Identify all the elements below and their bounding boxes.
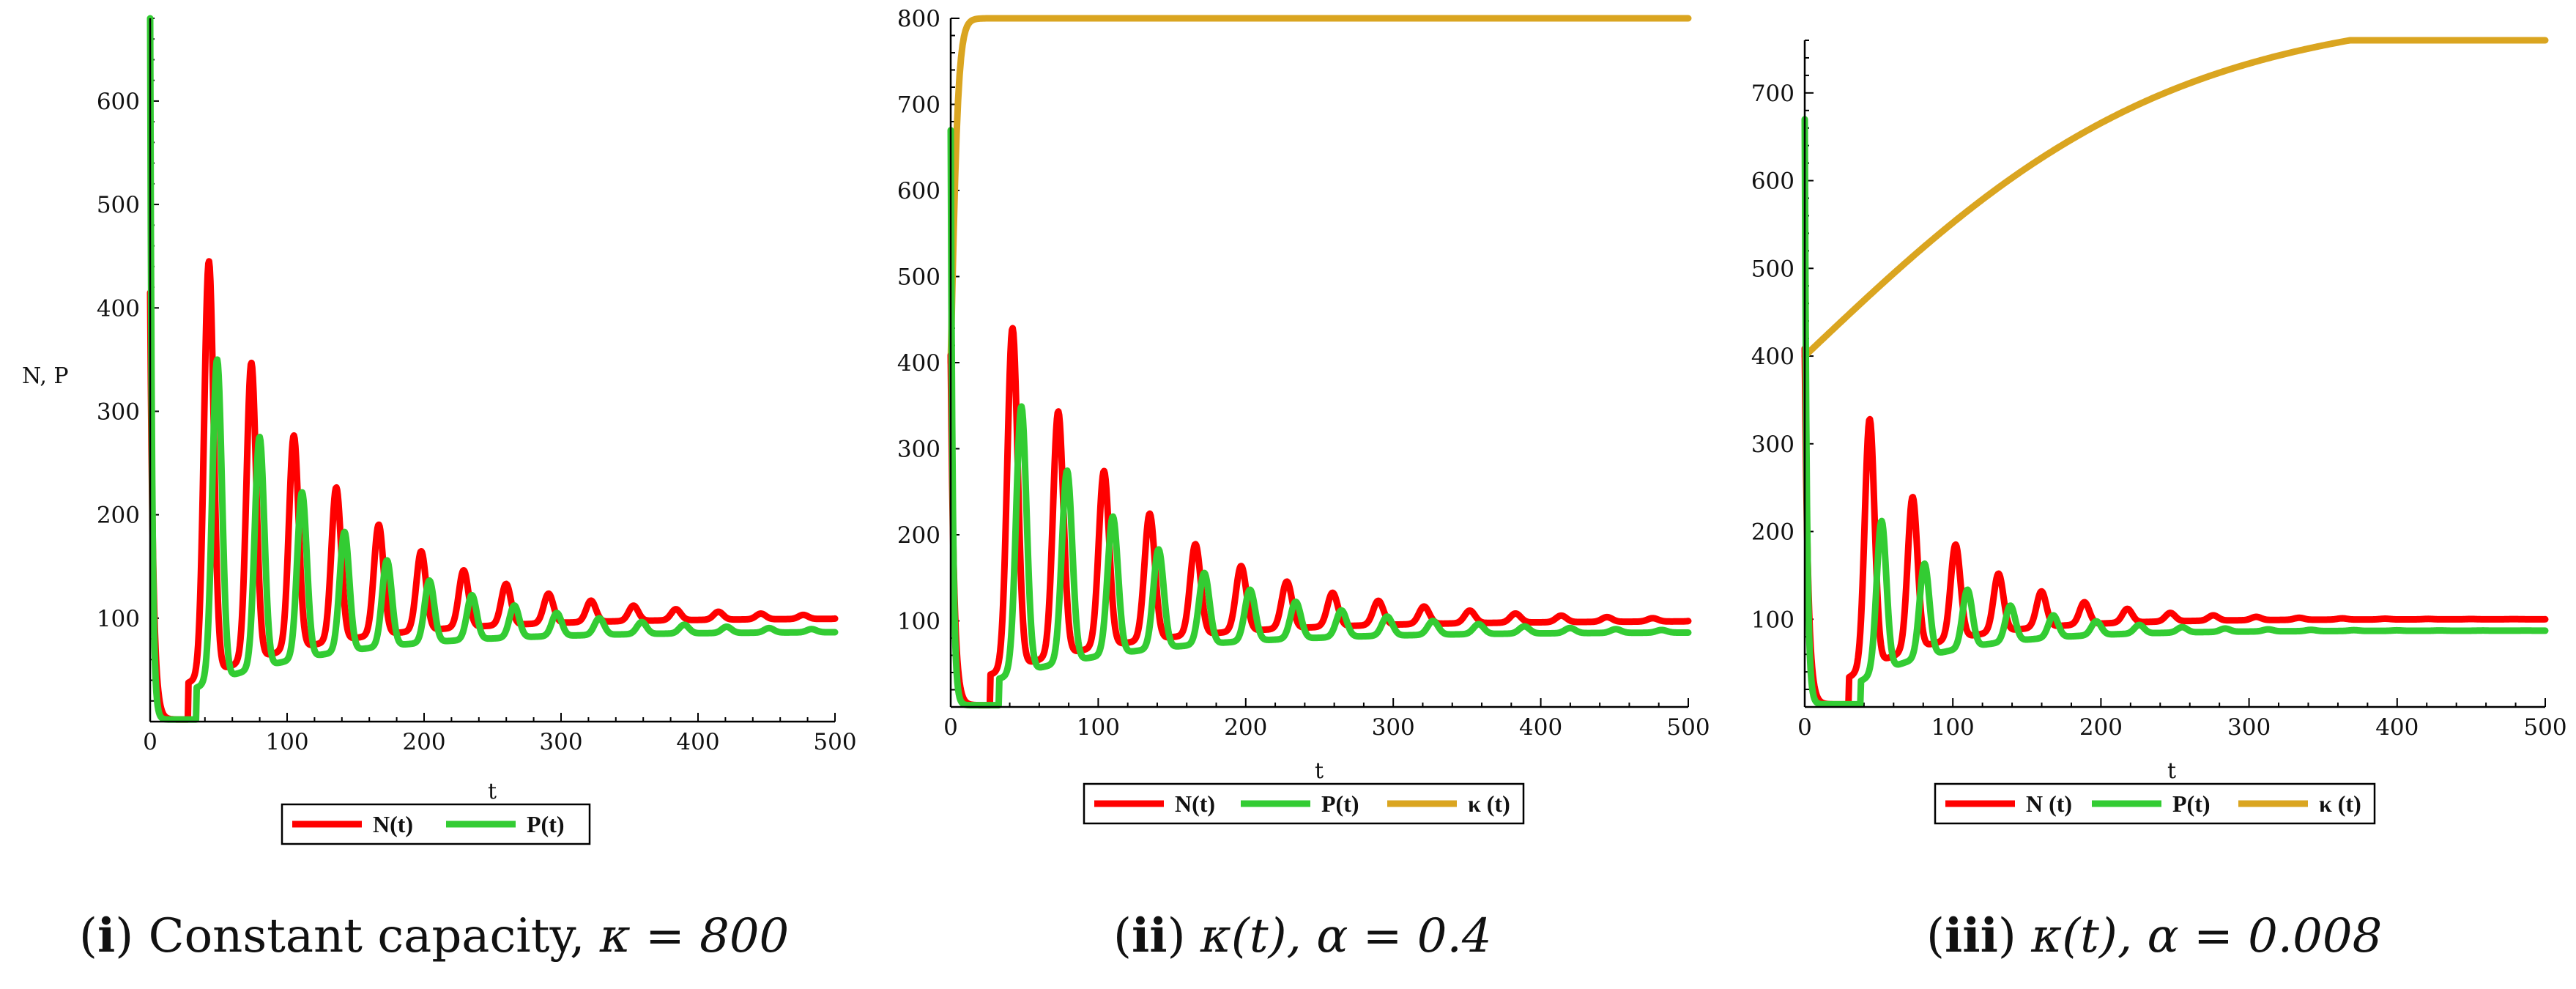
x-tick-label-200: 200 xyxy=(402,729,445,755)
y-tick-label-300: 300 xyxy=(897,437,940,463)
caption-iii: (iii) κ(t), α = 0.008 xyxy=(1926,908,2383,963)
chart-panel-i: 0 100 200 300 400 500 100 200 300 400 500 600 N, P … xyxy=(0,0,857,989)
legend-iii: N (t) P(t) κ (t) xyxy=(1934,782,2376,825)
y-tick-label-400: 400 xyxy=(897,350,940,377)
x-tick-label-400: 400 xyxy=(2375,714,2419,741)
caption-ii-math: κ(t), α = 0.4 xyxy=(1200,909,1492,963)
legend-label-P: P(t) xyxy=(1321,790,1359,817)
chart-svg-ii: 0 100 200 300 400 500 100 200 300 400 500 600 700 800… xyxy=(897,6,1710,825)
x-tick-label-300: 300 xyxy=(539,729,582,755)
series-layer-i xyxy=(146,15,839,723)
y-tick-label-400: 400 xyxy=(1751,344,1794,370)
series-line-P-iii xyxy=(1801,116,2549,708)
x-tick-label-300: 300 xyxy=(2227,714,2271,741)
series-line-P-ii xyxy=(947,127,1692,709)
ticks-ii: 0 100 200 300 400 500 100 200 300 400 500 600 700 800 xyxy=(897,6,1710,741)
x-tick-label-500: 500 xyxy=(1666,714,1710,741)
caption-iii-math: κ(t), α = 0.008 xyxy=(2031,909,2383,963)
series-line-kappa-iii xyxy=(1801,37,2549,360)
caption-i: (i) Constant capacity, κ = 800 xyxy=(79,908,790,963)
legend-label-kappa: κ (t) xyxy=(2319,790,2361,817)
legend-label-N: N(t) xyxy=(373,811,413,837)
ticks-iii: 0 100 200 300 400 500 100 200 300 400 500 600 700 xyxy=(1751,40,2567,741)
y-tick-label-400: 400 xyxy=(97,295,140,322)
y-tick-label-100: 100 xyxy=(1751,607,1794,633)
y-tick-label-700: 700 xyxy=(897,92,940,119)
y-tick-label-200: 200 xyxy=(97,503,140,529)
x-tick-label-500: 500 xyxy=(813,729,856,755)
x-tick-label-100: 100 xyxy=(1931,714,1975,741)
x-axis-label-iii: t xyxy=(2167,758,2176,784)
x-tick-label-500: 500 xyxy=(2523,714,2566,741)
x-tick-label-0: 0 xyxy=(943,714,958,741)
legend-i: N(t) P(t) xyxy=(281,803,591,845)
x-tick-label-100: 100 xyxy=(1077,714,1120,741)
caption-ii: (ii) κ(t), α = 0.4 xyxy=(1113,908,1492,963)
y-tick-label-200: 200 xyxy=(1751,519,1794,546)
y-tick-label-500: 500 xyxy=(897,264,940,291)
series-line-P-i xyxy=(146,15,839,723)
y-axis-label-i: N, P xyxy=(22,363,69,389)
legend-label-N: N (t) xyxy=(2026,790,2072,817)
y-tick-label-600: 600 xyxy=(897,178,940,204)
x-tick-label-400: 400 xyxy=(676,729,719,755)
series-layer-iii xyxy=(1801,37,2549,708)
series-layer-ii xyxy=(947,15,1692,709)
y-tick-label-600: 600 xyxy=(1751,168,1794,195)
y-tick-label-700: 700 xyxy=(1751,81,1794,107)
x-tick-label-0: 0 xyxy=(143,729,157,755)
chart-panel-ii: 0 100 200 300 400 500 100 200 300 400 500 600 700 800… xyxy=(857,0,1714,989)
y-tick-label-600: 600 xyxy=(97,89,140,115)
y-tick-label-100: 100 xyxy=(897,609,940,635)
y-tick-label-200: 200 xyxy=(897,522,940,549)
y-tick-label-800: 800 xyxy=(897,6,940,32)
caption-iii-label: iii xyxy=(1944,908,1998,963)
x-tick-label-400: 400 xyxy=(1519,714,1562,741)
x-tick-label-200: 200 xyxy=(1224,714,1267,741)
legend-label-N: N(t) xyxy=(1175,790,1215,817)
caption-i-math: κ = 800 xyxy=(599,909,790,963)
x-tick-label-200: 200 xyxy=(2079,714,2123,741)
ticks-i: 0 100 200 300 400 500 100 200 300 400 500 600 xyxy=(97,18,857,755)
legend-label-kappa: κ (t) xyxy=(1468,790,1510,817)
legend-label-P: P(t) xyxy=(527,811,565,837)
x-axis-label-ii: t xyxy=(1315,758,1324,784)
y-tick-label-100: 100 xyxy=(97,606,140,632)
caption-i-text: Constant capacity, xyxy=(148,909,585,963)
x-tick-label-0: 0 xyxy=(1797,714,1812,741)
series-line-N-i xyxy=(146,258,839,723)
x-axis-label-i: t xyxy=(488,779,497,804)
x-tick-label-300: 300 xyxy=(1372,714,1415,741)
x-tick-label-100: 100 xyxy=(265,729,308,755)
series-line-N-iii xyxy=(1801,345,2549,708)
y-tick-label-500: 500 xyxy=(97,192,140,218)
y-tick-label-500: 500 xyxy=(1751,256,1794,282)
caption-i-label: i xyxy=(97,908,116,963)
series-line-N-ii xyxy=(947,325,1692,709)
legend-ii: N(t) P(t) κ (t) xyxy=(1083,782,1525,825)
y-tick-label-300: 300 xyxy=(97,399,140,425)
y-tick-label-300: 300 xyxy=(1751,431,1794,458)
chart-panel-iii: 0 100 200 300 400 500 100 200 300 400 500 600 700 t … xyxy=(1714,0,2576,989)
legend-label-P: P(t) xyxy=(2172,790,2211,817)
caption-ii-label: ii xyxy=(1131,908,1168,963)
series-line-kappa-ii xyxy=(947,15,1692,366)
